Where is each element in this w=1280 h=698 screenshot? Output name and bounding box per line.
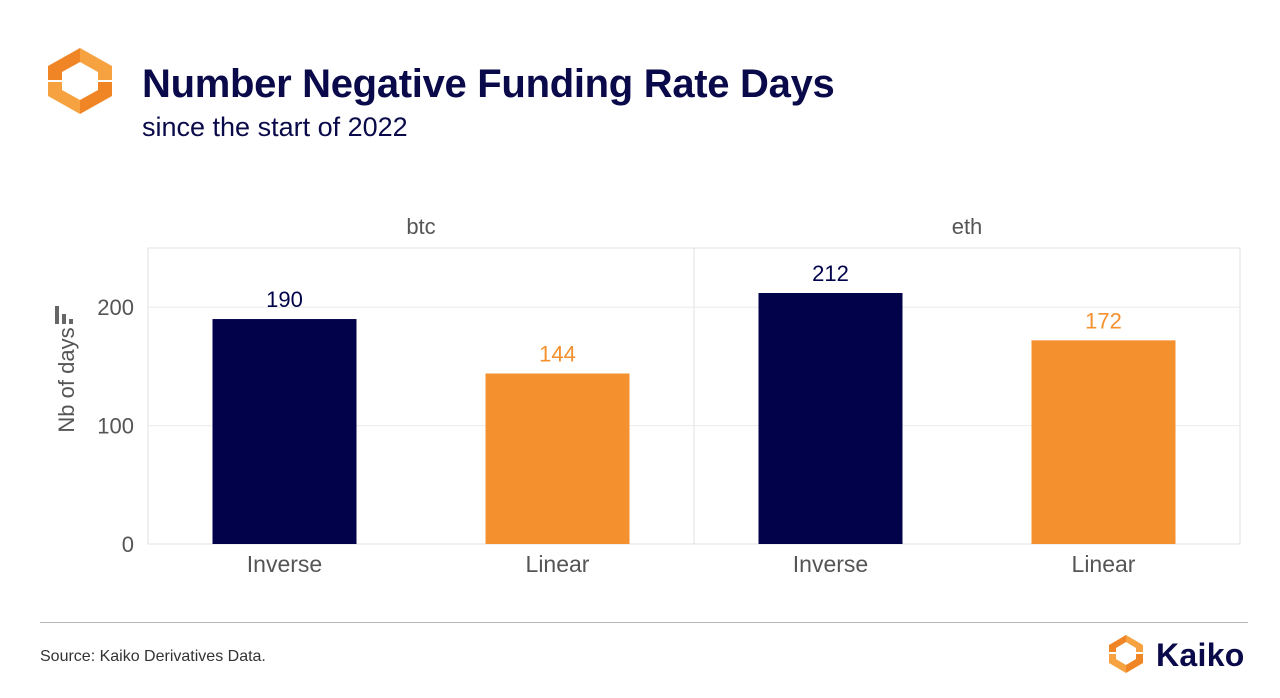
chart-title: Number Negative Funding Rate Days — [142, 62, 835, 106]
facet-label-btc: btc — [406, 214, 435, 239]
brand-wordmark: Kaiko — [1156, 637, 1245, 673]
data-label: 172 — [1085, 308, 1122, 333]
facet-label-eth: eth — [952, 214, 983, 239]
data-label: 212 — [812, 261, 849, 286]
bar-chart: 0 100 200 Nb of days btc 190 Inverse 144 Linear e… — [54, 214, 1241, 577]
data-label: 144 — [539, 342, 576, 367]
y-axis-label: Nb of days — [54, 327, 79, 432]
bar-eth-inverse — [758, 292, 903, 544]
y-tick-label: 100 — [97, 414, 134, 439]
bar-eth-linear — [1031, 340, 1176, 544]
footer-divider — [40, 622, 1248, 623]
data-label: 190 — [266, 287, 303, 312]
source-note: Source: Kaiko Derivatives Data. — [40, 648, 266, 665]
x-tick-label: Linear — [526, 551, 590, 577]
chart-subtitle: since the start of 2022 — [142, 112, 408, 142]
y-tick-label: 0 — [122, 532, 134, 557]
y-tick-label: 200 — [97, 295, 134, 320]
x-tick-label: Inverse — [793, 551, 868, 577]
x-tick-label: Inverse — [247, 551, 322, 577]
kaiko-brand-logo-icon — [1109, 635, 1143, 673]
bar-btc-linear — [485, 373, 630, 544]
x-tick-label: Linear — [1072, 551, 1136, 577]
kaiko-logo-icon — [48, 48, 112, 114]
axis-chart-icon — [55, 306, 73, 324]
bar-btc-inverse — [212, 319, 357, 544]
